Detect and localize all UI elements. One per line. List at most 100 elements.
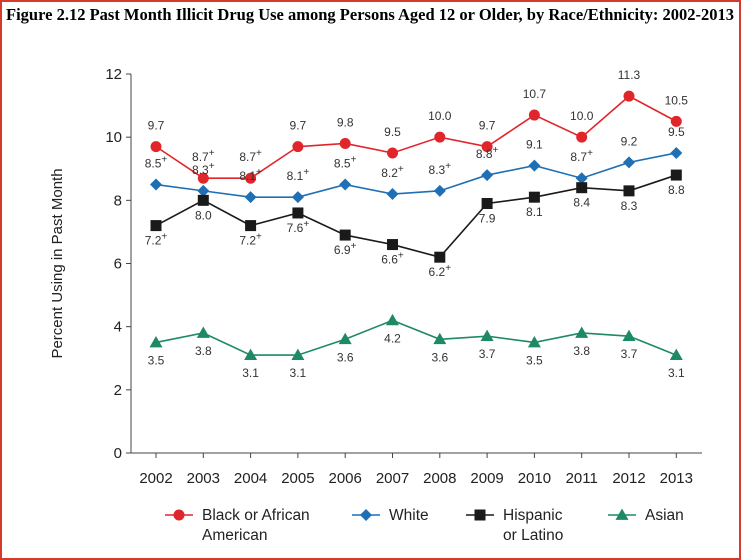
y-tick-label: 4 <box>114 319 122 336</box>
data-point-diamond <box>386 188 399 201</box>
x-tick-label: 2003 <box>187 470 220 487</box>
data-label-square: 6.2+ <box>429 263 452 279</box>
data-point-diamond <box>291 191 304 204</box>
x-tick-label: 2002 <box>139 470 172 487</box>
data-label-triangle: 3.8 <box>195 344 212 358</box>
data-point-square <box>528 191 540 203</box>
series-line-circle <box>155 95 677 180</box>
data-point-triangle <box>244 348 258 360</box>
data-label-circle: 9.7 <box>479 119 496 133</box>
data-point-square <box>434 251 446 263</box>
data-label-square: 6.6+ <box>381 251 404 267</box>
data-label-circle: 9.8 <box>337 115 354 129</box>
y-tick-label: 6 <box>114 256 122 273</box>
y-tick-label: 2 <box>114 382 122 399</box>
data-label-circle: 9.7 <box>290 119 307 133</box>
y-tick-label: 8 <box>114 192 122 209</box>
data-point-square <box>387 239 398 251</box>
data-point-diamond <box>339 178 352 191</box>
data-point-circle <box>576 131 588 143</box>
data-point-diamond <box>623 156 635 169</box>
data-point-diamond <box>433 184 446 197</box>
data-point-circle <box>528 109 540 121</box>
data-point-triangle <box>669 348 683 360</box>
data-point-circle <box>387 147 398 159</box>
data-point-diamond <box>481 169 494 182</box>
data-point-square <box>339 229 351 241</box>
x-tick-label: 2009 <box>470 470 503 487</box>
x-tick-label: 2006 <box>329 470 362 487</box>
data-point-circle <box>434 131 446 143</box>
data-label-triangle: 3.1 <box>668 366 685 380</box>
data-point-diamond <box>197 184 210 197</box>
data-point-triangle <box>149 335 163 348</box>
x-tick-label: 2010 <box>518 470 551 487</box>
data-label-circle: 10.0 <box>428 109 452 123</box>
data-label-square: 8.3 <box>621 199 638 213</box>
data-label-diamond: 8.3+ <box>192 161 215 177</box>
data-point-square <box>245 220 257 232</box>
data-label-square: 8.4 <box>573 196 590 210</box>
data-label-square: 8.1 <box>526 205 543 219</box>
data-label-circle: 10.7 <box>523 87 547 101</box>
x-tick-label: 2012 <box>612 470 645 487</box>
x-tick-label: 2004 <box>234 470 267 487</box>
legend-marker-square <box>474 509 486 521</box>
figure-title: Figure 2.12 Past Month Illicit Drug Use … <box>6 5 734 24</box>
data-label-circle: 11.3 <box>618 68 641 82</box>
data-label-square: 7.2+ <box>145 232 168 248</box>
data-point-circle <box>670 115 682 127</box>
x-tick-label: 2011 <box>566 470 598 487</box>
x-tick-label: 2008 <box>423 470 456 487</box>
data-point-square <box>292 207 304 219</box>
legend-label-diamond: White <box>389 507 429 524</box>
data-point-diamond <box>150 178 162 191</box>
data-label-triangle: 3.7 <box>621 347 638 361</box>
data-label-diamond: 8.7+ <box>570 148 593 164</box>
data-point-circle <box>245 172 257 184</box>
data-point-square <box>576 182 588 194</box>
legend-label-triangle: Asian <box>645 507 684 524</box>
legend-marker-circle <box>173 509 185 521</box>
data-point-diamond <box>528 159 541 172</box>
data-label-diamond: 9.5 <box>668 125 685 139</box>
legend-marker-diamond <box>360 509 372 521</box>
data-point-triangle <box>196 326 210 338</box>
data-label-square: 6.9+ <box>334 241 357 257</box>
data-point-square <box>670 169 682 181</box>
data-point-circle <box>623 90 635 102</box>
data-label-diamond: 8.2+ <box>381 164 404 180</box>
data-label-triangle: 4.2 <box>384 331 401 345</box>
data-point-triangle <box>386 313 399 326</box>
data-label-square: 8.0 <box>195 208 212 222</box>
data-label-diamond: 9.2 <box>621 134 638 148</box>
data-point-square <box>150 220 162 232</box>
series-line-triangle <box>155 319 677 356</box>
data-label-square: 8.8 <box>668 183 685 197</box>
series-markers <box>149 90 683 360</box>
data-point-square <box>481 197 493 209</box>
y-axis-label: Percent Using in Past Month <box>49 168 66 358</box>
data-label-circle: 10.5 <box>665 93 689 107</box>
data-label-triangle: 3.6 <box>431 350 448 364</box>
data-label-circle: 9.5 <box>384 125 401 139</box>
legend-marker-triangle <box>615 508 629 520</box>
series-line-diamond <box>155 152 677 198</box>
y-tick-label: 0 <box>114 445 122 462</box>
data-label-diamond: 8.1+ <box>287 167 310 183</box>
legend-label-square: Hispanic or Latino <box>503 507 563 544</box>
data-point-triangle <box>338 332 352 345</box>
x-tick-label: 2007 <box>376 470 409 487</box>
data-point-square <box>623 185 635 197</box>
data-label-square: 7.2+ <box>239 232 262 248</box>
data-point-diamond <box>670 146 683 159</box>
data-label-diamond: 8.5+ <box>334 155 357 171</box>
y-tick-label: 12 <box>105 66 122 83</box>
data-label-diamond: 8.3+ <box>429 161 452 177</box>
x-tick-label: 2013 <box>660 470 693 487</box>
data-label-circle: 10.0 <box>570 109 594 123</box>
data-point-triangle <box>291 348 305 360</box>
data-point-triangle <box>433 332 447 345</box>
legend-label-circle: Black or African American <box>202 507 310 544</box>
